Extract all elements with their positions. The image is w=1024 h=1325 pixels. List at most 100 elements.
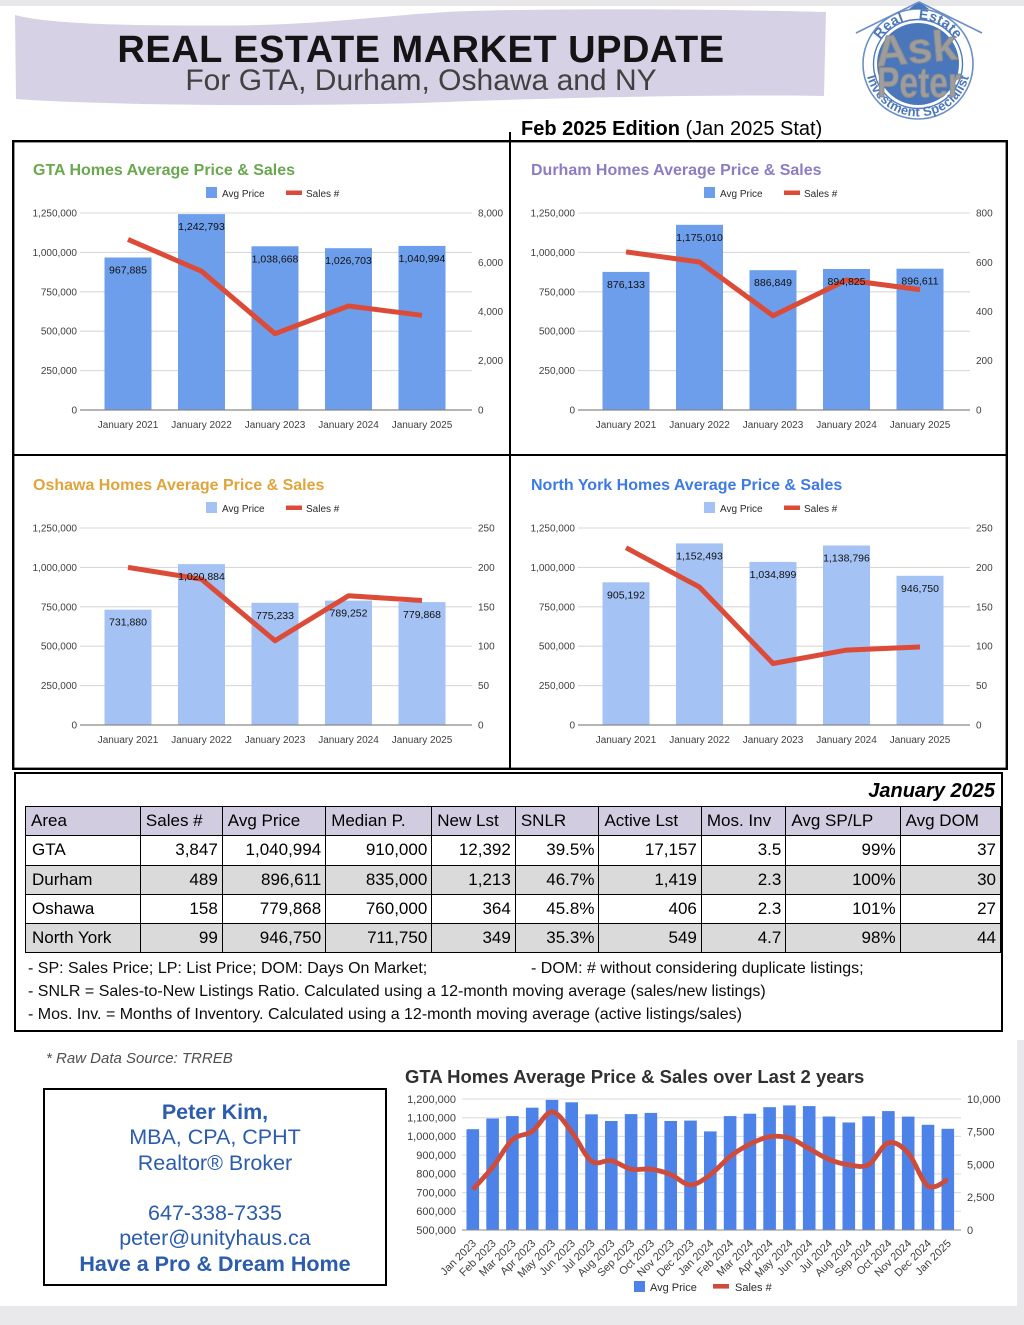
svg-text:886,849: 886,849 — [754, 277, 792, 289]
svg-text:0: 0 — [569, 721, 575, 732]
svg-text:January 2022: January 2022 — [669, 735, 730, 746]
svg-text:January 2021: January 2021 — [98, 420, 159, 431]
svg-text:GTA Homes Average Price & Sale: GTA Homes Average Price & Sales over Las… — [405, 1066, 864, 1087]
svg-text:Avg Price: Avg Price — [650, 1282, 697, 1294]
svg-text:967,885: 967,885 — [109, 265, 147, 277]
svg-text:7,500: 7,500 — [967, 1127, 995, 1139]
svg-text:1,250,000: 1,250,000 — [33, 209, 78, 220]
svg-text:731,880: 731,880 — [109, 617, 147, 629]
svg-text:8,000: 8,000 — [478, 209, 503, 220]
svg-text:1,040,994: 1,040,994 — [399, 253, 446, 265]
svg-text:Avg Price: Avg Price — [720, 189, 763, 200]
svg-text:894,825: 894,825 — [828, 276, 866, 288]
svg-text:896,611: 896,611 — [901, 276, 938, 288]
svg-text:January 2022: January 2022 — [171, 420, 232, 431]
svg-text:Oshawa Homes Average Price & S: Oshawa Homes Average Price & Sales — [33, 477, 325, 494]
svg-text:0: 0 — [478, 406, 484, 417]
svg-text:1,000,000: 1,000,000 — [33, 563, 78, 574]
svg-text:500,000: 500,000 — [539, 642, 576, 653]
svg-text:1,250,000: 1,250,000 — [33, 524, 78, 535]
svg-text:January 2023: January 2023 — [245, 735, 306, 746]
svg-text:876,133: 876,133 — [607, 279, 645, 291]
svg-text:500,000: 500,000 — [41, 642, 78, 653]
svg-text:775,233: 775,233 — [256, 610, 294, 622]
svg-text:For GTA, Durham, Oshawa and NY: For GTA, Durham, Oshawa and NY — [185, 64, 656, 97]
svg-text:1,152,493: 1,152,493 — [676, 550, 723, 562]
svg-text:January 2025: January 2025 — [890, 420, 951, 431]
svg-text:1,000,000: 1,000,000 — [33, 248, 78, 259]
svg-text:2,500: 2,500 — [967, 1192, 995, 1204]
svg-text:600: 600 — [976, 258, 993, 269]
svg-text:250,000: 250,000 — [41, 366, 78, 377]
svg-text:1,020,884: 1,020,884 — [178, 571, 225, 583]
svg-text:100: 100 — [976, 642, 993, 653]
svg-text:50: 50 — [976, 681, 988, 692]
svg-text:0: 0 — [976, 721, 982, 732]
svg-text:1,038,668: 1,038,668 — [252, 253, 299, 265]
svg-text:750,000: 750,000 — [41, 602, 78, 613]
svg-text:Ask: Ask — [873, 22, 959, 77]
svg-text:200: 200 — [478, 563, 495, 574]
svg-text:1,000,000: 1,000,000 — [407, 1131, 456, 1143]
svg-text:Avg Price: Avg Price — [720, 504, 763, 515]
svg-text:2,000: 2,000 — [478, 356, 503, 367]
svg-text:150: 150 — [976, 602, 993, 613]
svg-text:600,000: 600,000 — [416, 1206, 456, 1218]
svg-text:Sales #: Sales # — [804, 504, 838, 515]
svg-text:January 2025: January 2025 — [392, 420, 453, 431]
svg-text:50: 50 — [478, 681, 490, 692]
svg-text:0: 0 — [569, 406, 575, 417]
svg-text:January 2025: January 2025 — [392, 735, 453, 746]
svg-text:Avg Price: Avg Price — [222, 189, 265, 200]
svg-text:0: 0 — [71, 406, 77, 417]
svg-text:946,750: 946,750 — [901, 583, 939, 595]
svg-text:January 2024: January 2024 — [318, 420, 379, 431]
svg-text:200: 200 — [976, 563, 993, 574]
svg-text:0: 0 — [976, 406, 982, 417]
svg-text:800,000: 800,000 — [416, 1169, 456, 1181]
svg-text:January 2024: January 2024 — [816, 735, 877, 746]
svg-text:750,000: 750,000 — [41, 287, 78, 298]
svg-text:400: 400 — [976, 307, 993, 318]
svg-text:750,000: 750,000 — [539, 287, 576, 298]
svg-text:Durham Homes Average Price & S: Durham Homes Average Price & Sales — [531, 162, 822, 179]
svg-text:905,192: 905,192 — [607, 589, 645, 601]
svg-text:1,175,010: 1,175,010 — [676, 232, 723, 244]
svg-text:789,252: 789,252 — [330, 608, 368, 620]
svg-text:January 2023: January 2023 — [743, 735, 804, 746]
svg-text:1,000,000: 1,000,000 — [531, 563, 576, 574]
svg-text:GTA Homes Average Price & Sale: GTA Homes Average Price & Sales — [33, 162, 295, 179]
svg-text:Avg Price: Avg Price — [222, 504, 265, 515]
svg-text:500,000: 500,000 — [41, 327, 78, 338]
svg-text:250,000: 250,000 — [539, 366, 576, 377]
svg-text:750,000: 750,000 — [539, 602, 576, 613]
svg-text:0: 0 — [71, 721, 77, 732]
svg-text:1,034,899: 1,034,899 — [750, 569, 797, 581]
svg-text:Peter: Peter — [877, 59, 961, 107]
svg-text:January 2024: January 2024 — [318, 735, 379, 746]
svg-text:Sales #: Sales # — [735, 1282, 773, 1294]
svg-text:6,000: 6,000 — [478, 258, 503, 269]
svg-text:150: 150 — [478, 602, 495, 613]
svg-text:1,000,000: 1,000,000 — [531, 248, 576, 259]
svg-text:4,000: 4,000 — [478, 307, 503, 318]
svg-text:100: 100 — [478, 642, 495, 653]
svg-text:January 2022: January 2022 — [669, 420, 730, 431]
svg-text:500,000: 500,000 — [539, 327, 576, 338]
svg-text:250,000: 250,000 — [539, 681, 576, 692]
svg-text:5,000: 5,000 — [967, 1159, 995, 1171]
svg-text:1,200,000: 1,200,000 — [407, 1094, 456, 1106]
svg-text:500,000: 500,000 — [416, 1225, 456, 1237]
svg-text:1,100,000: 1,100,000 — [407, 1113, 456, 1125]
svg-text:January 2025: January 2025 — [890, 735, 951, 746]
svg-text:250,000: 250,000 — [41, 681, 78, 692]
svg-text:10,000: 10,000 — [967, 1094, 1001, 1106]
svg-text:Sales #: Sales # — [306, 504, 340, 515]
svg-text:Sales #: Sales # — [306, 189, 340, 200]
svg-text:779,868: 779,868 — [403, 609, 441, 621]
svg-text:1,250,000: 1,250,000 — [531, 524, 576, 535]
svg-text:January 2021: January 2021 — [596, 735, 657, 746]
svg-text:January 2023: January 2023 — [743, 420, 804, 431]
svg-text:900,000: 900,000 — [416, 1150, 456, 1162]
svg-text:0: 0 — [478, 721, 484, 732]
